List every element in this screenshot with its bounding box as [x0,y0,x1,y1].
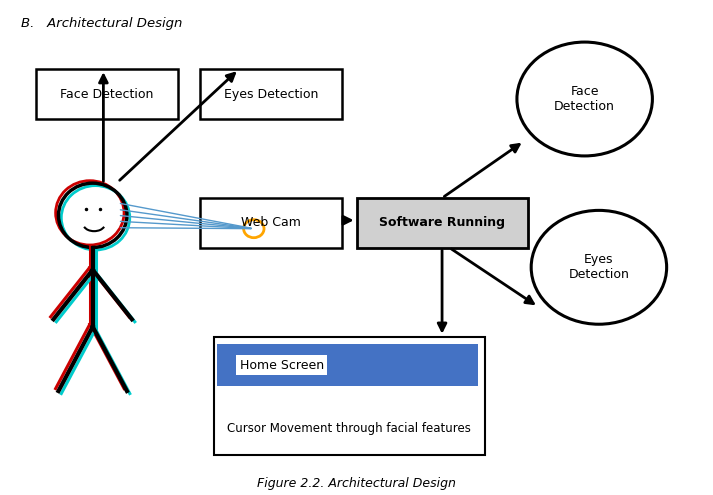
Bar [200,198,342,248]
Text: Software Running: Software Running [379,216,505,229]
Bar [200,69,342,119]
Text: Figure 2.2. Architectural Design: Figure 2.2. Architectural Design [257,477,456,490]
Ellipse shape [517,42,652,156]
Bar [217,344,478,386]
Text: Face
Detection: Face Detection [554,85,615,113]
Text: Eyes
Detection: Eyes Detection [568,253,630,281]
Bar [214,337,485,455]
Ellipse shape [531,210,667,324]
Text: B.   Architectural Design: B. Architectural Design [21,17,183,30]
Bar [36,69,178,119]
Text: Web Cam: Web Cam [241,216,301,229]
Text: Face Detection: Face Detection [61,88,153,100]
Text: Eyes Detection: Eyes Detection [224,88,318,100]
Bar [356,198,528,248]
Text: Home Screen: Home Screen [240,358,324,372]
Text: Cursor Movement through facial features: Cursor Movement through facial features [227,422,471,435]
